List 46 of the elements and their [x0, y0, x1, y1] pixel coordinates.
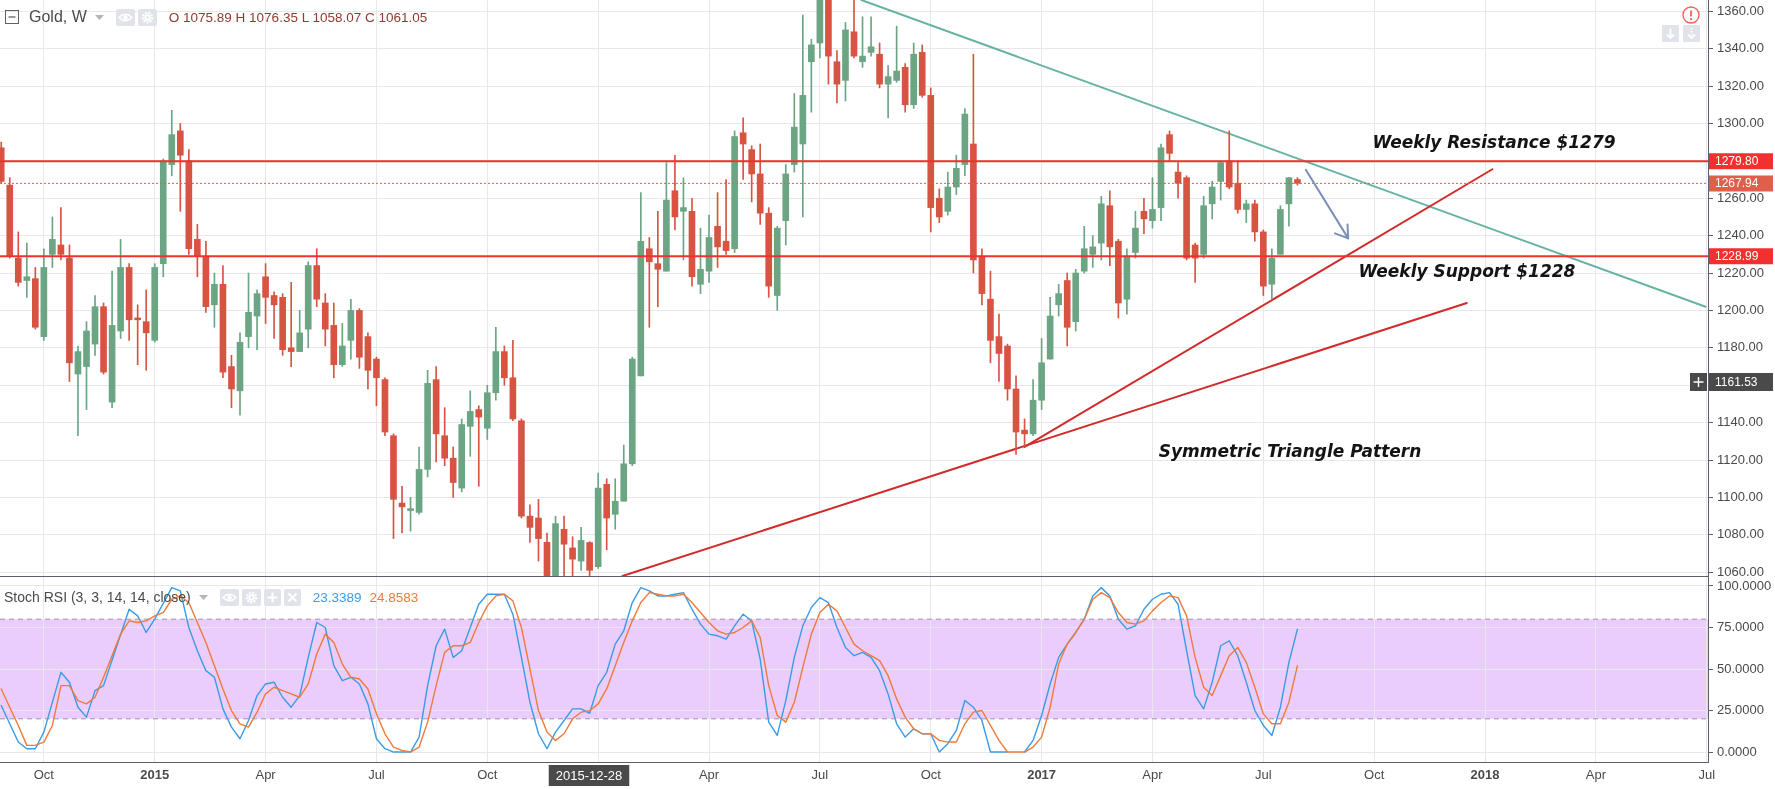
- y-tick-label: 100.0000: [1717, 577, 1772, 593]
- text: Gold, W: [29, 8, 87, 26]
- annotation: O 1075.89 H 1076.35 L 1058.07 C 1061.05: [168, 9, 428, 25]
- y-tick-label: 1220.00: [1717, 264, 1764, 280]
- x-tick-label: Apr: [255, 767, 277, 783]
- x-tick-label: Oct: [1364, 767, 1385, 783]
- y-tick-label: 1300.00: [1717, 115, 1764, 131]
- y-tick-label: 1080.00: [1717, 526, 1764, 542]
- x-tick-label: Jul: [811, 767, 829, 783]
- annotation: 23.3389: [312, 589, 362, 605]
- text: 1161.53: [1715, 374, 1758, 389]
- x-tick-label: Apr: [1585, 767, 1607, 783]
- x-tick-label: 2015: [140, 767, 170, 783]
- x-tick-label: Jul: [1698, 767, 1716, 783]
- x-tick-label: 2018: [1470, 767, 1500, 783]
- y-tick-label: 1140.00: [1717, 414, 1764, 430]
- annotation: Weekly Resistance $1279: [1372, 132, 1616, 153]
- y-tick-label: 1060.00: [1717, 563, 1764, 579]
- x-tick-label: Jul: [368, 767, 385, 783]
- y-tick-label: 25.0000: [1717, 702, 1764, 718]
- annotation: Symmetric Triangle Pattern: [1158, 441, 1422, 462]
- annotation: Weekly Support $1228: [1358, 261, 1576, 282]
- y-tick-label: 75.0000: [1717, 619, 1764, 635]
- x-tick-label: Oct: [477, 767, 498, 783]
- y-tick-label: 1100.00: [1717, 489, 1764, 505]
- annotation: 24.8583: [369, 589, 419, 605]
- y-tick-label: 1360.00: [1717, 2, 1764, 18]
- y-tick-label: 0.0000: [1717, 743, 1757, 759]
- y-tick-label: 1120.00: [1717, 451, 1764, 467]
- x-tick-label: Jul: [1255, 767, 1272, 783]
- ref-line-label: 1267.94: [1715, 176, 1759, 191]
- ref-line-label: 1279.80: [1715, 154, 1759, 169]
- y-tick-label: 1260.00: [1717, 189, 1764, 205]
- y-tick-label: 1240.00: [1717, 227, 1764, 243]
- y-tick-label: 1180.00: [1717, 339, 1764, 355]
- ref-line-label: 1228.99: [1715, 249, 1759, 264]
- y-tick-label: 1340.00: [1717, 40, 1764, 56]
- x-tick-label: Apr: [1142, 767, 1164, 783]
- x-tick-label: Apr: [698, 767, 720, 783]
- y-tick-label: 50.0000: [1717, 660, 1764, 676]
- y-tick-label: 1200.00: [1717, 302, 1764, 318]
- x-tick-label: Oct: [33, 767, 55, 783]
- x-tick-label: 2017: [1027, 767, 1057, 783]
- text: 2015-12-28: [555, 767, 623, 783]
- x-tick-label: Oct: [920, 767, 942, 783]
- y-tick-label: 1320.00: [1717, 77, 1764, 93]
